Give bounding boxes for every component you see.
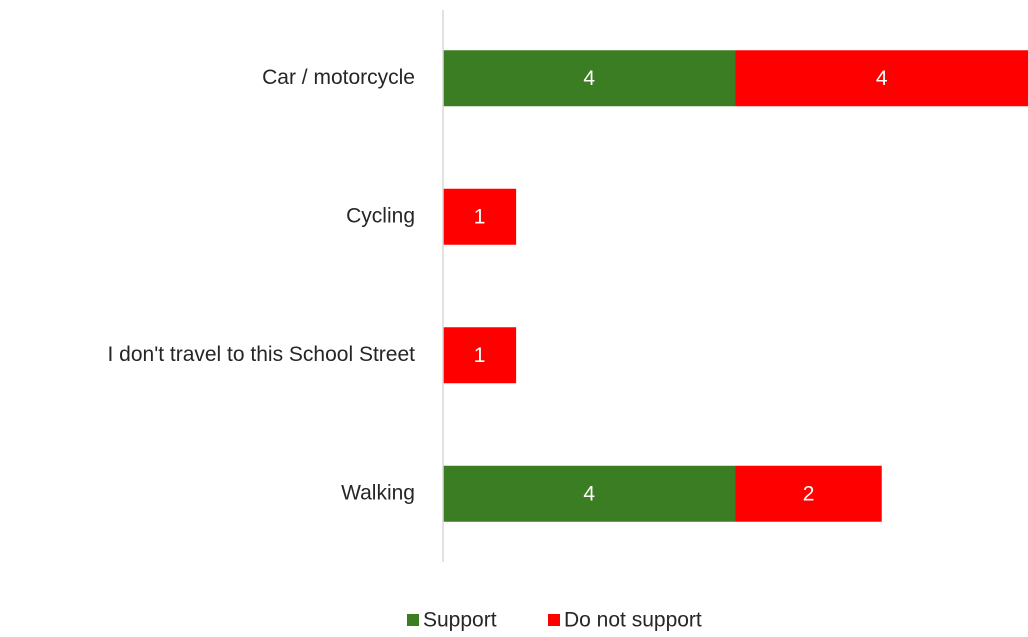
- bar-segment: [735, 465, 882, 522]
- bar-segment: [735, 50, 1028, 107]
- legend-swatch: [548, 614, 560, 626]
- y-tick-label: Car / motorcycle: [262, 66, 415, 89]
- data-label: 4: [876, 67, 888, 90]
- data-label: 4: [583, 67, 595, 90]
- legend-label: Support: [423, 609, 497, 632]
- data-label: 1: [474, 205, 486, 228]
- y-tick-label: I don't travel to this School Street: [107, 343, 415, 366]
- legend-swatch: [407, 614, 419, 626]
- data-label: 4: [583, 482, 595, 505]
- data-label: 2: [803, 482, 815, 505]
- bar-segment: [443, 327, 517, 384]
- data-label: 1: [474, 344, 486, 367]
- bar-segment: [443, 188, 517, 245]
- y-tick-label: Cycling: [346, 204, 415, 227]
- legend-label: Do not support: [564, 609, 702, 632]
- y-tick-label: Walking: [341, 481, 415, 504]
- bar-segment: [443, 50, 736, 107]
- bar-segment: [443, 465, 736, 522]
